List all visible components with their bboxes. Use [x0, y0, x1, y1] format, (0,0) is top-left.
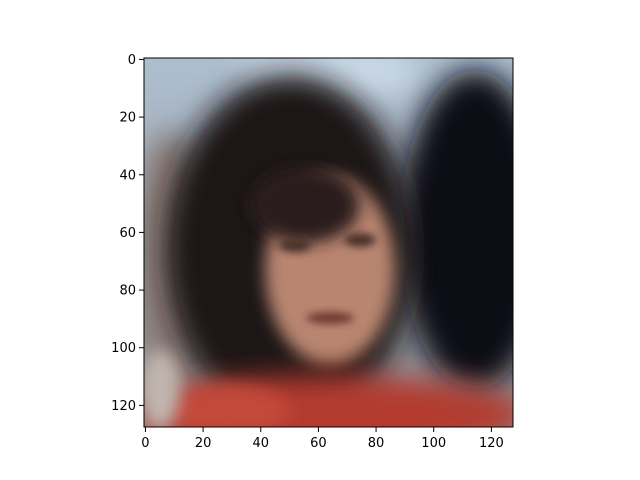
x-tick-label: 20 [195, 436, 212, 451]
y-tick-label: 120 [111, 399, 136, 414]
x-tick-label: 100 [421, 436, 446, 451]
x-tick-label: 80 [368, 436, 385, 451]
x-axis-ticks: 0 20 40 60 80 100 120 [141, 427, 504, 451]
y-tick-label: 0 [128, 53, 136, 68]
y-tick-label: 60 [119, 226, 136, 241]
x-tick-label: 120 [479, 436, 504, 451]
axes-frame [143, 57, 514, 428]
y-tick-label: 40 [119, 168, 136, 183]
y-axis-ticks: 0 20 40 60 80 100 120 [111, 53, 144, 414]
y-tick-label: 20 [119, 111, 136, 126]
blurred-face-image [144, 58, 513, 427]
y-tick-label: 100 [111, 341, 136, 356]
x-tick-label: 0 [141, 436, 149, 451]
x-tick-label: 60 [310, 436, 327, 451]
x-tick-label: 40 [252, 436, 269, 451]
y-tick-label: 80 [119, 284, 136, 299]
